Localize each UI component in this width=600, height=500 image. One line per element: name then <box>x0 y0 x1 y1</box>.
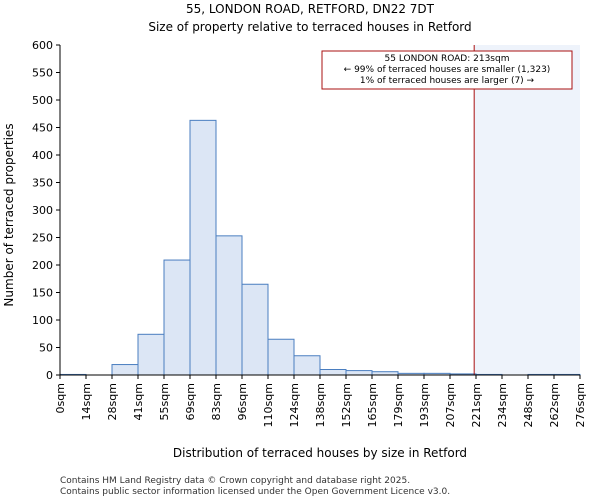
x-tick-label: 28sqm <box>106 383 119 420</box>
x-tick-label: 55sqm <box>158 383 171 420</box>
bars-group <box>59 119 581 376</box>
x-tick-label: 179sqm <box>392 383 405 427</box>
x-tick-label: 124sqm <box>288 383 301 427</box>
x-tick-label: 221sqm <box>470 383 483 427</box>
annotation-box <box>321 50 573 90</box>
histogram-bar <box>293 355 321 376</box>
y-tick-label: 350 <box>32 177 53 190</box>
y-tick-label: 450 <box>32 122 53 135</box>
y-tick-label: 150 <box>32 287 53 300</box>
x-tick-label: 152sqm <box>340 383 353 427</box>
x-tick-label: 193sqm <box>418 383 431 427</box>
histogram-bar <box>215 235 243 376</box>
histogram-bar <box>319 369 347 376</box>
marker-group: 55 LONDON ROAD: 213sqm ← 99% of terraced… <box>321 45 573 375</box>
y-tick-label: 600 <box>32 39 53 52</box>
y-ticks-group: 0 50 100 150 200 250 300 350 400 450 500 550 600 <box>32 39 60 382</box>
x-tick-label: 165sqm <box>366 383 379 427</box>
annotation-line-2: ← 99% of terraced houses are smaller (1,… <box>344 65 551 75</box>
histogram-bar <box>345 370 373 376</box>
y-tick-label: 550 <box>32 67 53 80</box>
x-tick-label: 41sqm <box>132 383 145 420</box>
histogram-bar <box>111 364 139 376</box>
x-tick-label: 96sqm <box>236 383 249 420</box>
x-tick-label: 14sqm <box>80 383 93 420</box>
histogram-bar <box>267 338 295 376</box>
histogram-bar <box>163 259 191 376</box>
y-tick-label: 0 <box>46 369 53 382</box>
histogram-bar <box>241 283 269 376</box>
larger-region-shading <box>474 45 580 375</box>
x-axis-label: Distribution of terraced houses by size … <box>173 446 467 460</box>
x-tick-label: 262sqm <box>548 383 561 427</box>
chart-title: 55, LONDON ROAD, RETFORD, DN22 7DT <box>186 2 435 16</box>
x-tick-label: 138sqm <box>314 383 327 427</box>
y-tick-label: 300 <box>32 204 53 217</box>
footer-line-1: Contains HM Land Registry data © Crown c… <box>60 476 410 486</box>
x-tick-label: 276sqm <box>574 383 587 427</box>
y-tick-label: 200 <box>32 259 53 272</box>
x-tick-label: 83sqm <box>210 383 223 420</box>
y-tick-label: 250 <box>32 232 53 245</box>
y-axis-label: Number of terraced properties <box>2 123 16 306</box>
footer-line-2: Contains public sector information licen… <box>60 487 450 497</box>
y-tick-label: 500 <box>32 94 53 107</box>
x-tick-label: 248sqm <box>522 383 535 427</box>
annotation-line-1: 55 LONDON ROAD: 213sqm <box>385 54 510 64</box>
x-tick-label: 234sqm <box>496 383 509 427</box>
histogram-bar <box>137 333 165 376</box>
x-tick-label: 110sqm <box>262 383 275 427</box>
x-tick-label: 69sqm <box>184 383 197 420</box>
y-tick-label: 400 <box>32 149 53 162</box>
x-tick-label: 207sqm <box>444 383 457 427</box>
annotation-line-3: 1% of terraced houses are larger (7) → <box>360 76 535 86</box>
y-tick-label: 50 <box>39 342 53 355</box>
x-tick-label: 0sqm <box>54 383 67 413</box>
histogram-bar <box>189 119 217 376</box>
x-ticks-group: 0sqm 14sqm 28sqm 41sqm 55sqm 69sqm 83sqm 96sqm 1… <box>54 375 587 427</box>
chart-subtitle: Size of property relative to terraced ho… <box>148 20 471 34</box>
y-tick-label: 100 <box>32 314 53 327</box>
